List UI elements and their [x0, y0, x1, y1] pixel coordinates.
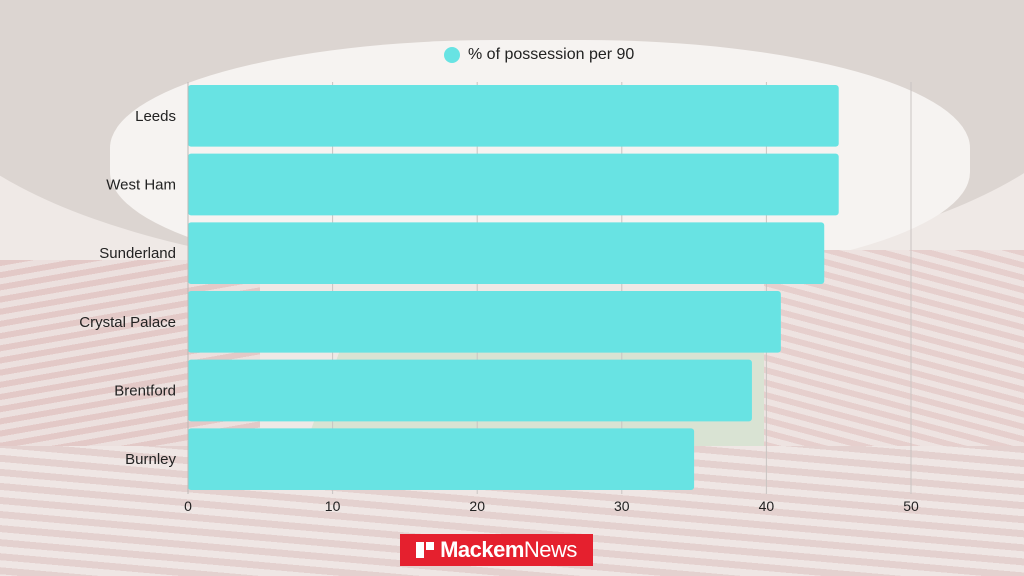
bar-west-ham	[188, 153, 839, 216]
x-tick-label: 50	[903, 498, 919, 514]
bar-crystal-palace	[188, 291, 781, 353]
x-tick-label: 10	[325, 498, 341, 514]
legend-label: % of possession per 90	[468, 46, 635, 63]
x-tick-label: 40	[759, 498, 775, 514]
legend-swatch	[444, 47, 460, 63]
category-label: Sunderland	[99, 245, 176, 262]
bar-burnley	[188, 428, 695, 490]
category-label: West Ham	[106, 177, 176, 194]
mackem-news-logo: MackemNews	[400, 534, 593, 566]
category-label: Crystal Palace	[79, 314, 176, 331]
category-label: Burnley	[125, 451, 176, 468]
legend: % of possession per 90	[444, 44, 634, 66]
bar-sunderland	[188, 222, 825, 284]
logo-word-light: News	[523, 537, 578, 562]
logo-word-bold: Mackem	[440, 537, 524, 562]
x-tick-label: 0	[184, 498, 192, 514]
logo-mark-icon	[416, 540, 435, 560]
x-tick-label: 20	[469, 498, 485, 514]
category-label: Leeds	[135, 108, 176, 125]
bar-brentford	[188, 359, 752, 422]
bar-leeds	[188, 85, 839, 147]
x-tick-label: 30	[614, 498, 630, 514]
logo-wordmark: MackemNews	[440, 537, 577, 563]
category-label: Brentford	[114, 383, 176, 400]
